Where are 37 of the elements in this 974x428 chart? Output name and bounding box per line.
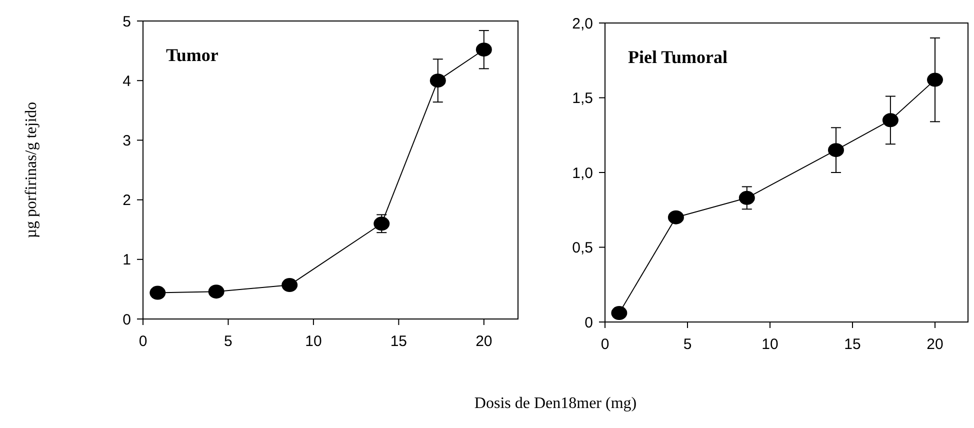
y-axis-title: µg porfirinas/g tejido: [23, 102, 40, 238]
point: [150, 286, 166, 300]
point: [882, 113, 898, 128]
point: [374, 216, 390, 231]
point: [208, 284, 224, 299]
x-tick-label: 10: [305, 333, 322, 350]
text: Tumor: [166, 45, 218, 65]
y-tick-label: 5: [122, 13, 131, 30]
point: [611, 306, 628, 320]
point: [828, 143, 844, 158]
x-tick-label: 20: [926, 336, 944, 353]
y-tick-label: 1: [122, 252, 131, 269]
point: [476, 42, 492, 57]
point: [430, 74, 446, 88]
text: Piel Tumoral: [628, 47, 728, 67]
x-tick-label: 15: [390, 333, 408, 350]
y-tick-label: 0: [584, 314, 593, 332]
y-tick-label: 0,5: [572, 240, 593, 256]
x-tick-label: 10: [762, 336, 778, 353]
x-tick-label: 20: [476, 333, 492, 350]
y-tick-label: 1,5: [572, 90, 593, 107]
x-tick-label: 5: [224, 333, 232, 350]
x-tick-label: 15: [844, 336, 861, 353]
point: [927, 72, 943, 87]
y-tick-label: 2: [122, 192, 131, 210]
x-axis-title: Dosis de Den18mer (mg): [474, 395, 637, 412]
x-tick-label: 5: [683, 336, 692, 353]
y-tick-label: 1,0: [572, 164, 593, 182]
y-tick-label: 0: [122, 311, 131, 328]
y-tick-label: 2,0: [572, 15, 593, 32]
y-tick-label: 4: [122, 72, 131, 90]
y-tick-label: 3: [122, 132, 131, 150]
x-tick-label: 0: [600, 336, 610, 353]
point: [738, 190, 755, 205]
x-tick-label: 0: [138, 333, 148, 350]
point: [282, 278, 298, 292]
point: [668, 210, 684, 224]
